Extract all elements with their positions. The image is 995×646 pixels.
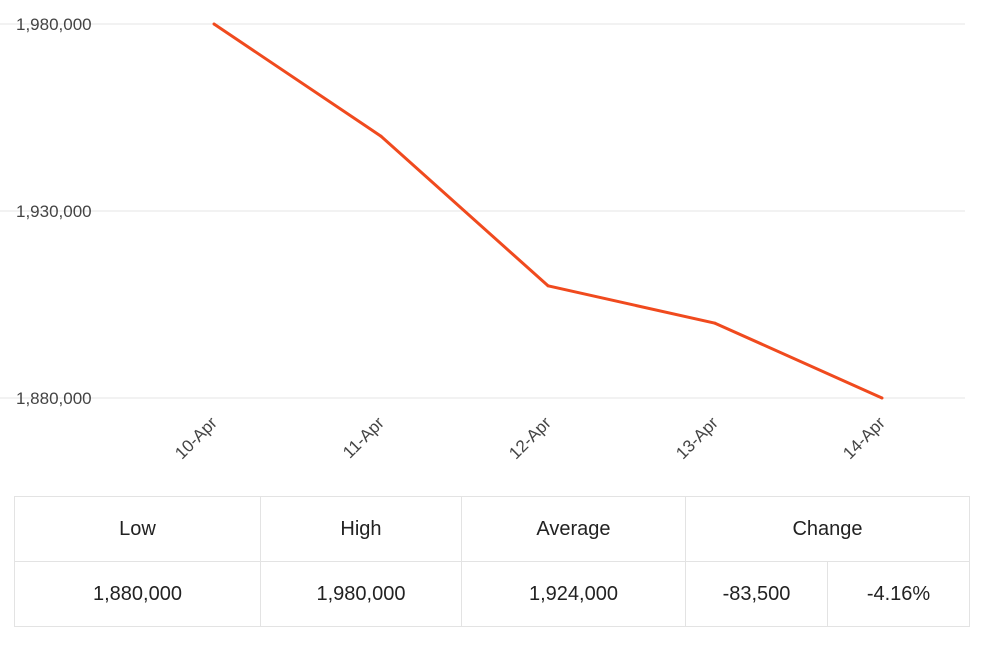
x-tick-label: 11-Apr	[339, 413, 388, 462]
low-header: Low	[14, 496, 261, 562]
x-tick-label: 13-Apr	[672, 413, 722, 463]
y-tick-label: 1,880,000	[16, 389, 92, 408]
high-header: High	[260, 496, 462, 562]
price-stats-table: Low High Average Change 1,880,000 1,980,…	[14, 496, 970, 627]
stats-value-row: 1,880,000 1,980,000 1,924,000 -83,500 -4…	[14, 561, 970, 627]
y-tick-label: 1,980,000	[16, 15, 92, 34]
y-tick-label: 1,930,000	[16, 202, 92, 221]
change-header: Change	[685, 496, 970, 562]
data-point	[713, 321, 717, 325]
x-tick-label: 12-Apr	[505, 413, 555, 463]
average-value: 1,924,000	[461, 561, 686, 627]
data-point	[880, 396, 884, 400]
low-value: 1,880,000	[14, 561, 261, 627]
high-value: 1,980,000	[260, 561, 462, 627]
data-point	[379, 134, 383, 138]
data-point	[546, 284, 550, 288]
change-percent-value: -4.16%	[827, 561, 970, 627]
data-point	[212, 22, 216, 26]
stats-header-row: Low High Average Change	[14, 496, 970, 562]
x-tick-label: 14-Apr	[839, 413, 889, 463]
change-absolute-value: -83,500	[685, 561, 828, 627]
average-header: Average	[461, 496, 686, 562]
price-line-chart: 1,980,000 1,930,000 1,880,000 10-Apr 11-Apr 1…	[0, 15, 965, 463]
x-tick-label: 10-Apr	[171, 413, 221, 463]
